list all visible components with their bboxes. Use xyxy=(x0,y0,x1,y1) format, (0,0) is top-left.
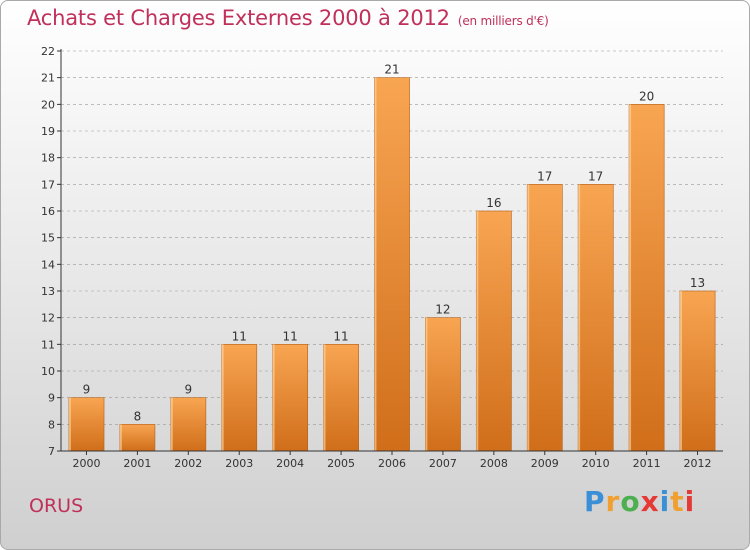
y-tick-label: 11 xyxy=(41,338,55,351)
logo-letter: t xyxy=(670,485,685,518)
x-tick-label-2006: 2006 xyxy=(378,457,406,470)
y-tick-label: 7 xyxy=(48,445,55,458)
bar-highlight xyxy=(679,291,682,451)
bars xyxy=(68,77,716,452)
y-tick-label: 17 xyxy=(41,178,55,191)
bar-2007 xyxy=(425,317,461,452)
logo-letter: P xyxy=(584,485,606,518)
x-tick-label-2003: 2003 xyxy=(225,457,253,470)
y-tick-label: 9 xyxy=(48,392,55,405)
data-label-2001: 8 xyxy=(134,409,142,423)
x-tick-label-2002: 2002 xyxy=(174,457,202,470)
bar-2012 xyxy=(679,290,716,452)
y-tick-label: 12 xyxy=(41,312,55,325)
data-label-2008: 16 xyxy=(486,196,501,210)
y-tick-label: 10 xyxy=(41,365,55,378)
x-tick-label-2007: 2007 xyxy=(429,457,457,470)
bar-highlight xyxy=(425,317,428,451)
bar-2008 xyxy=(475,210,512,452)
x-tick-label-2001: 2001 xyxy=(123,457,151,470)
bar-highlight xyxy=(68,397,71,451)
bar-2004 xyxy=(272,344,309,452)
y-tick-label: 8 xyxy=(48,418,55,431)
y-tick-label: 15 xyxy=(41,232,55,245)
data-label-2002: 9 xyxy=(184,383,192,397)
bar-highlight xyxy=(527,184,530,452)
data-label-2012: 13 xyxy=(690,276,705,290)
y-tick-label: 18 xyxy=(41,152,55,165)
bar-highlight xyxy=(221,344,224,451)
bar-highlight xyxy=(476,211,479,451)
bar-2001 xyxy=(119,424,156,452)
bar-2000 xyxy=(68,397,105,452)
data-label-2000: 9 xyxy=(83,383,91,397)
bar-2010 xyxy=(577,184,614,452)
title-text: Achats et Charges Externes 2000 à 2012 xyxy=(27,6,450,30)
logo-letter: i xyxy=(659,485,671,518)
chart-title: Achats et Charges Externes 2000 à 2012 (e… xyxy=(27,6,549,30)
bar-2006 xyxy=(374,77,410,452)
data-label-2003: 11 xyxy=(232,329,247,343)
data-label-2005: 11 xyxy=(333,329,348,343)
bar-highlight xyxy=(323,344,326,451)
bar-highlight xyxy=(374,77,377,452)
bar-highlight xyxy=(578,184,581,452)
bar-2011 xyxy=(628,104,665,452)
axes xyxy=(57,49,723,455)
commune-name: ORUS xyxy=(29,495,84,517)
x-tick-label-2009: 2009 xyxy=(531,457,559,470)
x-tick-label-2011: 2011 xyxy=(633,457,661,470)
x-tick-label-2005: 2005 xyxy=(327,457,355,470)
data-label-2004: 11 xyxy=(283,329,298,343)
bar-2009 xyxy=(526,184,563,452)
bar-2005 xyxy=(323,344,359,452)
bar-highlight xyxy=(629,104,632,451)
data-label-2011: 20 xyxy=(639,89,654,103)
y-tick-label: 20 xyxy=(41,98,55,111)
y-tick-label: 13 xyxy=(41,285,55,298)
y-tick-label: 14 xyxy=(41,258,55,271)
x-tick-label-2000: 2000 xyxy=(72,457,100,470)
x-tick-label-2012: 2012 xyxy=(684,457,712,470)
bar-highlight xyxy=(119,424,122,451)
x-tick-label-2010: 2010 xyxy=(582,457,610,470)
logo-letter: i xyxy=(684,485,696,518)
data-label-2007: 12 xyxy=(435,303,450,317)
bar-2002 xyxy=(170,397,207,452)
bar-highlight xyxy=(170,397,173,451)
logo-letter: o xyxy=(620,485,641,518)
y-tick-label: 21 xyxy=(41,72,55,85)
logo-letter: x xyxy=(640,485,660,518)
bar-2003 xyxy=(221,344,258,452)
y-tick-label: 16 xyxy=(41,205,55,218)
y-tick-label: 19 xyxy=(41,125,55,138)
title-unit: (en milliers d'€) xyxy=(457,14,549,28)
data-label-2010: 17 xyxy=(588,169,603,183)
x-tick-label-2004: 2004 xyxy=(276,457,304,470)
bar-highlight xyxy=(272,344,275,451)
logo-letter: r xyxy=(605,485,621,518)
x-tick-label-2008: 2008 xyxy=(480,457,508,470)
data-label-2006: 21 xyxy=(384,63,399,77)
labels: 7 8 9 10 11 12 13 14 15 16 17 18 19 20 21 22 9 2000 8 2001 9… xyxy=(41,45,712,470)
data-label-2009: 17 xyxy=(537,169,552,183)
y-tick-label: 22 xyxy=(41,45,55,58)
proxiti-logo[interactable]: Proxiti xyxy=(584,485,695,518)
